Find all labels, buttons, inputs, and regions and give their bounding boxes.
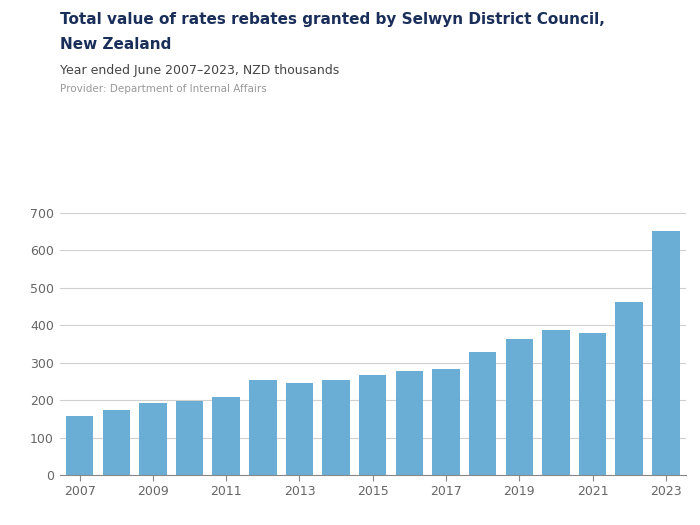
Text: Year ended June 2007–2023, NZD thousands: Year ended June 2007–2023, NZD thousands	[60, 64, 339, 77]
Bar	[66, 416, 93, 475]
Bar	[505, 339, 533, 475]
Bar	[652, 230, 680, 475]
Text: figure.nz: figure.nz	[586, 21, 670, 38]
Bar	[542, 330, 570, 475]
Bar	[579, 333, 606, 475]
Text: Total value of rates rebates granted by Selwyn District Council,: Total value of rates rebates granted by …	[60, 12, 604, 27]
Bar	[323, 380, 350, 475]
Bar	[615, 302, 643, 475]
Bar	[102, 410, 130, 475]
Text: Provider: Department of Internal Affairs: Provider: Department of Internal Affairs	[60, 84, 266, 94]
Bar	[249, 380, 276, 475]
Bar	[433, 369, 460, 475]
Bar	[395, 371, 423, 475]
Text: New Zealand: New Zealand	[60, 37, 171, 52]
Bar	[213, 397, 240, 475]
Bar	[286, 383, 313, 475]
Bar	[469, 352, 496, 475]
Bar	[139, 403, 167, 475]
Bar	[359, 375, 386, 475]
Bar	[176, 401, 203, 475]
